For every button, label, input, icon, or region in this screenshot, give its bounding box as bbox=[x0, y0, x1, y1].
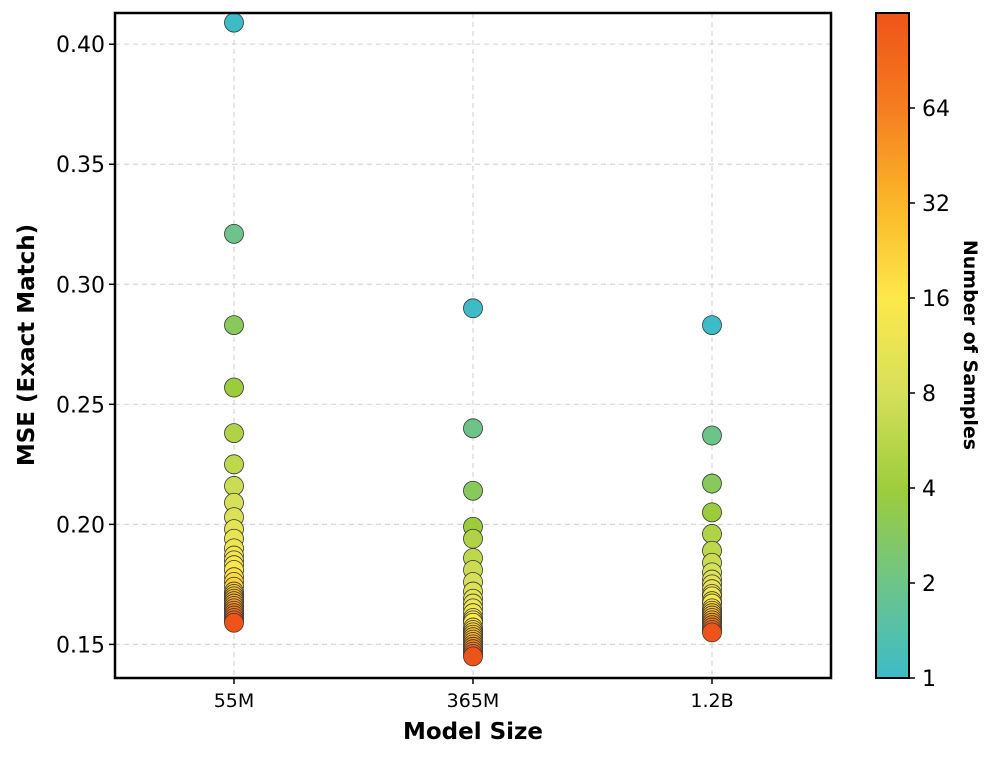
data-point bbox=[702, 622, 722, 643]
data-point bbox=[463, 528, 483, 549]
data-point bbox=[702, 473, 722, 494]
x-axis-ticks: 55M 365M 1.2B bbox=[214, 678, 734, 712]
colorbar-tick-label: 1 bbox=[922, 667, 936, 692]
data-point bbox=[702, 502, 722, 523]
data-point bbox=[463, 480, 483, 501]
data-point bbox=[702, 425, 722, 446]
colorbar-tick-label: 32 bbox=[922, 192, 950, 217]
data-point bbox=[463, 646, 483, 667]
colorbar-tick-label: 4 bbox=[922, 477, 936, 502]
colorbar-label: Number of Samples bbox=[959, 240, 981, 450]
x-tick-label: 365M bbox=[447, 690, 500, 712]
y-tick-label: 0.35 bbox=[56, 153, 105, 178]
colorbar-gradient bbox=[876, 13, 909, 678]
data-point bbox=[224, 476, 244, 496]
y-tick-label: 0.20 bbox=[56, 513, 105, 538]
data-point bbox=[224, 223, 244, 244]
data-point bbox=[463, 298, 483, 319]
y-tick-label: 0.40 bbox=[56, 33, 105, 58]
colorbar-tick-label: 64 bbox=[922, 97, 950, 122]
data-points bbox=[224, 12, 722, 667]
y-axis-ticks: 0.15 0.20 0.25 0.30 0.35 0.40 bbox=[56, 33, 115, 658]
data-point bbox=[224, 612, 244, 633]
data-point bbox=[224, 12, 244, 33]
colorbar-tick-label: 16 bbox=[922, 287, 950, 312]
data-point bbox=[224, 315, 244, 335]
data-point bbox=[702, 524, 722, 544]
colorbar-ticks: 1 2 4 8 16 32 64 bbox=[909, 97, 950, 692]
colorbar-tick-label: 8 bbox=[922, 382, 936, 407]
y-axis-label: MSE (Exact Match) bbox=[14, 224, 40, 466]
x-tick-label: 1.2B bbox=[690, 690, 733, 712]
data-point bbox=[224, 377, 244, 398]
data-point bbox=[224, 454, 244, 475]
data-point bbox=[463, 418, 483, 439]
y-tick-label: 0.15 bbox=[56, 633, 105, 658]
data-point bbox=[702, 315, 722, 335]
data-point bbox=[224, 423, 244, 444]
colorbar-tick-label: 2 bbox=[922, 572, 936, 597]
y-tick-label: 0.25 bbox=[56, 393, 105, 418]
x-tick-label: 55M bbox=[214, 690, 255, 712]
y-tick-label: 0.30 bbox=[56, 273, 105, 298]
x-axis-label: Model Size bbox=[403, 719, 543, 745]
colorbar-frame bbox=[875, 12, 910, 679]
